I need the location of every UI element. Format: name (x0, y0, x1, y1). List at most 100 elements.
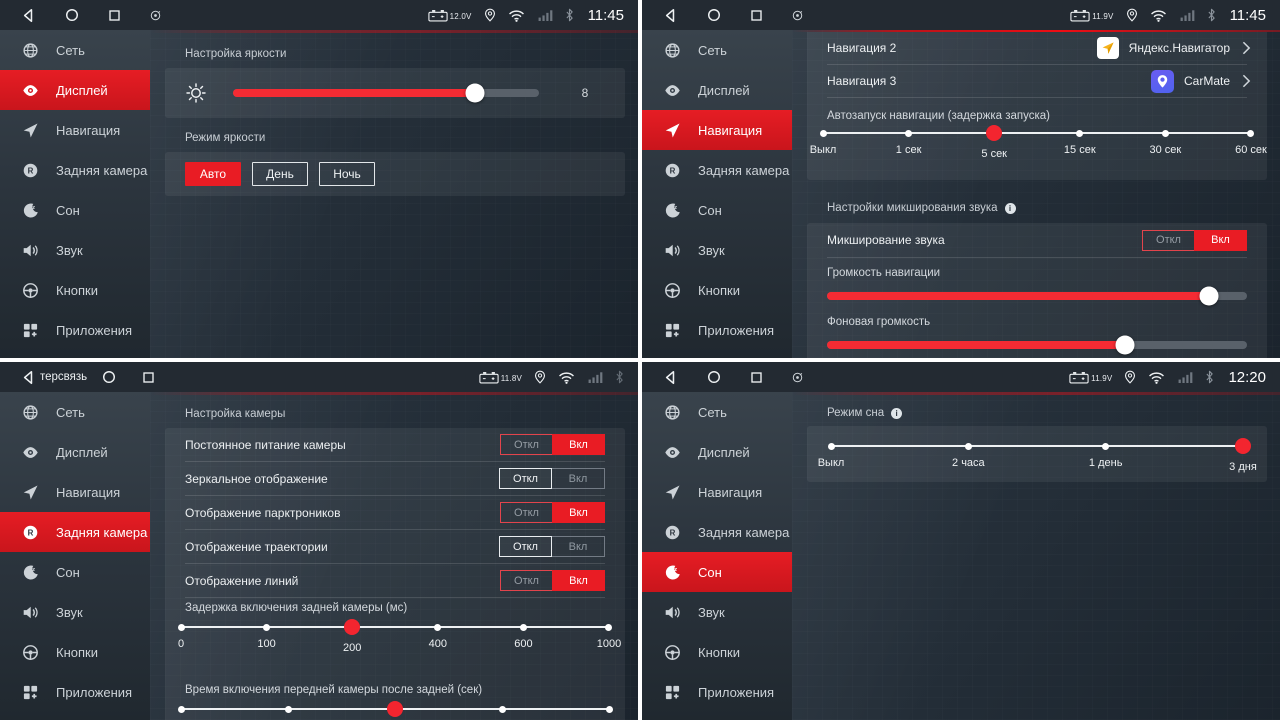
sidebar-item-apps[interactable]: Приложения (0, 310, 150, 350)
sidebar-item-rear-camera[interactable]: Задняя камера (642, 150, 792, 190)
back-icon[interactable] (662, 7, 679, 24)
sidebar-item-apps[interactable]: Приложения (642, 310, 792, 350)
slider-thumb[interactable] (1199, 286, 1219, 306)
toggle-on-button[interactable]: Вкл (552, 536, 605, 557)
sidebar-item-network[interactable]: Сеть (642, 30, 792, 70)
sidebar-item-display[interactable]: Дисплей (0, 70, 150, 110)
sidebar-item-navigation[interactable]: Навигация (642, 472, 792, 512)
slider-thumb[interactable] (344, 619, 361, 635)
sidebar-item-sleep[interactable]: Сон (0, 552, 150, 592)
brightness-slider[interactable] (233, 83, 539, 103)
toggle-off-button[interactable]: Откл (500, 570, 553, 591)
nav-autostart-slider[interactable]: Выкл 1 сек 5 сек 15 сек 30 сек 60 сек (810, 122, 1267, 168)
sidebar-item-buttons[interactable]: Кнопки (642, 632, 792, 672)
recents-icon[interactable] (749, 370, 764, 385)
navigation-apps-card: Навигация 2 Яндекс.Навигатор Навигация 3… (807, 32, 1267, 180)
toggle-on-button[interactable]: Вкл (552, 468, 605, 489)
mirror-toggle[interactable]: Откл Вкл (499, 468, 605, 489)
mix-toggle[interactable]: Откл Вкл (1142, 229, 1247, 251)
mode-day-button[interactable]: День (252, 162, 308, 186)
slider-thumb[interactable] (1234, 438, 1251, 454)
sidebar: Сеть Дисплей Навигация Задняя камера Сон… (0, 392, 150, 720)
sidebar-item-rear-camera[interactable]: Задняя камера (642, 512, 792, 552)
back-icon[interactable] (20, 369, 37, 386)
toggle-on-button[interactable]: Вкл (552, 570, 605, 591)
nav-volume-slider[interactable] (827, 286, 1247, 306)
screen-gesture-icon[interactable] (149, 9, 162, 22)
toggle-on-button[interactable]: Вкл (1194, 229, 1247, 251)
back-icon[interactable] (662, 369, 679, 386)
sidebar-item-sound[interactable]: Звук (642, 592, 792, 632)
toggle-on-button[interactable]: Вкл (552, 502, 605, 523)
sidebar-item-sleep[interactable]: Сон (642, 552, 792, 592)
recents-icon[interactable] (749, 8, 764, 23)
speaker-icon (664, 604, 681, 621)
mode-night-button[interactable]: Ночь (319, 162, 375, 186)
sidebar-item-apps[interactable]: Приложения (0, 672, 150, 712)
recents-icon[interactable] (141, 370, 156, 385)
nav3-row[interactable]: Навигация 3 CarMate (807, 65, 1267, 97)
sidebar-item-sound[interactable]: Звук (0, 230, 150, 270)
sidebar-item-display[interactable]: Дисплей (642, 70, 792, 110)
slider-dot (498, 705, 506, 713)
home-icon[interactable] (706, 7, 722, 23)
sidebar-item-navigation[interactable]: Навигация (642, 110, 792, 150)
nav2-row[interactable]: Навигация 2 Яндекс.Навигатор (807, 32, 1267, 64)
chevron-right-icon[interactable] (1242, 74, 1251, 88)
camera-delay-slider[interactable]: 0 100 200 400 600 1000 (177, 616, 621, 662)
slider-thumb[interactable] (465, 83, 485, 103)
slider-track (181, 626, 609, 628)
sidebar-item-sleep[interactable]: Сон (642, 190, 792, 230)
sidebar-item-network[interactable]: Сеть (0, 30, 150, 70)
mode-auto-button[interactable]: Авто (185, 162, 241, 186)
screen-gesture-icon[interactable] (791, 371, 804, 384)
sidebar-item-buttons[interactable]: Кнопки (0, 270, 150, 310)
sidebar-item-navigation[interactable]: Навигация (0, 472, 150, 512)
home-icon[interactable] (64, 7, 80, 23)
toggle-off-button[interactable]: Откл (1142, 229, 1195, 251)
sidebar-item-network[interactable]: Сеть (0, 392, 150, 432)
sidebar-item-apps[interactable]: Приложения (642, 672, 792, 712)
brightness-mode-card: Авто День Ночь (165, 152, 625, 196)
toggle-off-button[interactable]: Откл (500, 502, 553, 523)
screen-gesture-icon[interactable] (791, 9, 804, 22)
sidebar-item-sound[interactable]: Звук (642, 230, 792, 270)
info-icon[interactable]: i (1004, 202, 1016, 214)
chevron-right-icon[interactable] (1242, 41, 1251, 55)
sidebar: Сеть Дисплей Навигация Задняя камера Сон… (0, 30, 150, 358)
slider-thumb[interactable] (986, 125, 1003, 141)
info-icon[interactable]: i (891, 407, 903, 419)
toggle-on-button[interactable]: Вкл (552, 434, 605, 455)
home-icon[interactable] (706, 369, 722, 385)
lines-toggle[interactable]: Откл Вкл (500, 570, 605, 591)
sidebar-item-display[interactable]: Дисплей (642, 432, 792, 472)
bg-volume-slider[interactable] (827, 335, 1247, 355)
front-camera-time-slider[interactable]: Выкл 10 15 20 60 (168, 698, 615, 720)
recents-icon[interactable] (107, 8, 122, 23)
sidebar-item-navigation[interactable]: Навигация (0, 110, 150, 150)
slider-thumb[interactable] (387, 701, 403, 717)
trajectory-toggle[interactable]: Откл Вкл (499, 536, 605, 557)
sidebar-item-sound[interactable]: Звук (0, 592, 150, 632)
toggle-off-button[interactable]: Откл (499, 536, 552, 557)
sidebar-item-network[interactable]: Сеть (642, 392, 792, 432)
slider-thumb[interactable] (1115, 335, 1135, 355)
sidebar-item-buttons[interactable]: Кнопки (642, 270, 792, 310)
main-panel: Навигация 2 Яндекс.Навигатор Навигация 3… (792, 30, 1280, 358)
bluetooth-icon (565, 8, 574, 22)
back-icon[interactable] (20, 7, 37, 24)
toggle-off-button[interactable]: Откл (499, 468, 552, 489)
home-icon[interactable] (101, 369, 117, 385)
parktronic-toggle[interactable]: Откл Вкл (500, 502, 605, 523)
toggle-off-button[interactable]: Откл (500, 434, 553, 455)
quad-sleep-settings: 11.9V 12:20 Сеть Дисплей Навигация Задня… (642, 362, 1280, 720)
camera-power-toggle[interactable]: Откл Вкл (500, 434, 605, 455)
section-title: Настройка яркости (185, 48, 287, 60)
sidebar-item-display[interactable]: Дисплей (0, 432, 150, 472)
sidebar-item-rear-camera[interactable]: Задняя камера (0, 512, 150, 552)
slider-dot (284, 705, 292, 713)
sidebar-item-rear-camera[interactable]: Задняя камера (0, 150, 150, 190)
sleep-mode-slider[interactable]: Выкл 2 часа 1 день 3 дня (818, 435, 1257, 481)
sidebar-item-buttons[interactable]: Кнопки (0, 632, 150, 672)
sidebar-item-sleep[interactable]: Сон (0, 190, 150, 230)
